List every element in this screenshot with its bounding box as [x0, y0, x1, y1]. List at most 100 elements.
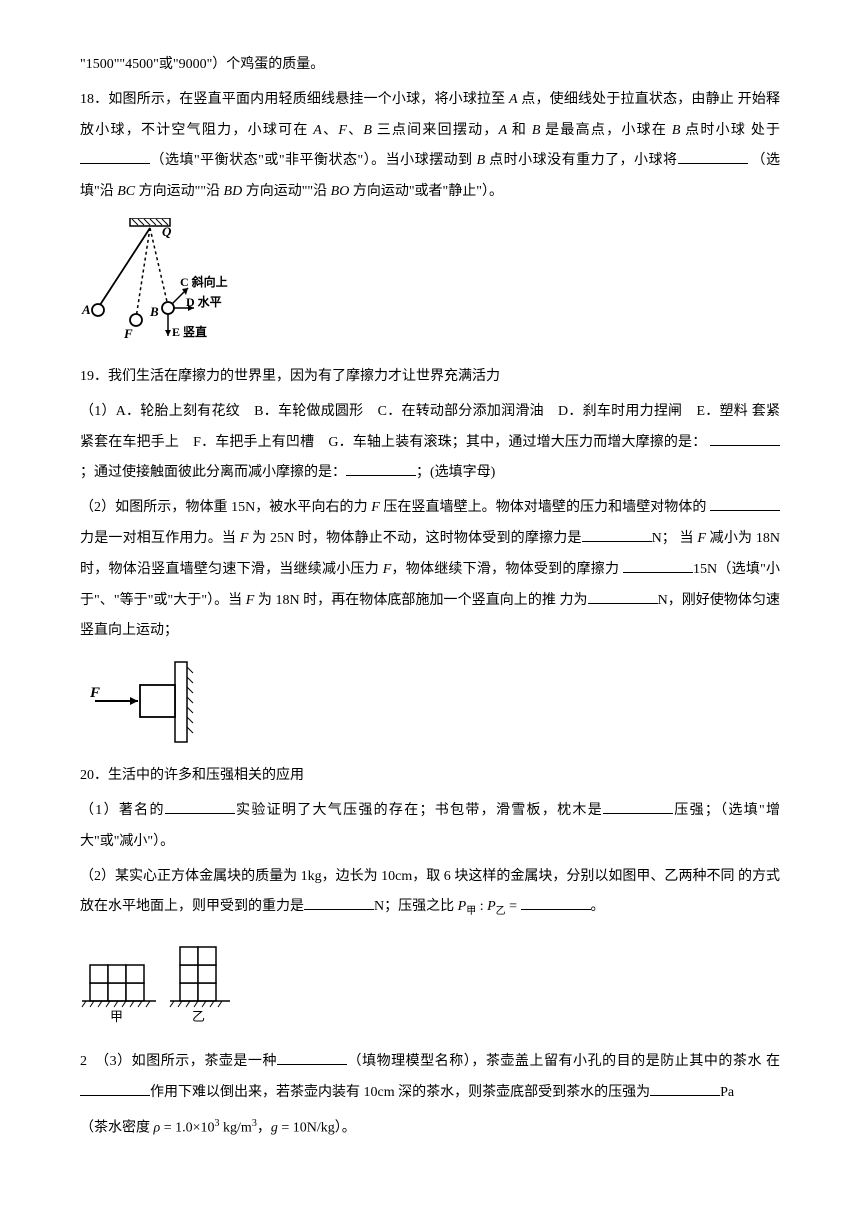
q18-l4c: 方向运动""沿: [242, 184, 330, 199]
q19-p1: （1）A．轮胎上刻有花纹 B．车轮做成圆形 C．在转动部分添加润滑油 D．刹车时…: [80, 397, 780, 489]
q20-num: 20．: [80, 768, 108, 783]
q20-p3e: Pa: [720, 1085, 734, 1100]
var-Pjia: P: [458, 899, 467, 914]
var-A: A: [509, 92, 518, 107]
q19-p2j: 为 18N 时，再在物体底部施加一个竖直向上的推: [254, 593, 556, 608]
q20-p1d: 大"或"减小"）。: [80, 834, 174, 849]
comma: ，: [257, 1120, 271, 1135]
q20-p3a: 如图所示，茶壶是一种: [132, 1054, 277, 1069]
q20-p1b: 实验证明了大气压强的存在；书包带，滑雪板，枕木是: [235, 803, 603, 818]
q20-p3num: 2 （3）: [80, 1054, 132, 1069]
sub-jia: 甲: [466, 906, 476, 917]
q18-body: 18．如图所示，在竖直平面内用轻质细线悬挂一个小球，将小球拉至 A 点，使细线处…: [80, 85, 780, 208]
q18-l2c: 、: [347, 123, 363, 138]
blank-1: [80, 150, 150, 164]
q17-tail-text: "1500""4500"或"9000"）个鸡蛋的质量。: [80, 57, 324, 72]
var-B4: B: [477, 153, 486, 168]
var-A3: A: [499, 123, 508, 138]
q18-l2f: 是最高点，小球在: [540, 123, 671, 138]
var-A2: A: [313, 123, 322, 138]
q17-tail: "1500""4500"或"9000"）个鸡蛋的质量。: [80, 50, 780, 81]
q20-p2c: N；压强之比: [374, 899, 458, 914]
q18-num: 18．: [80, 92, 108, 107]
q20-p3: 2 （3）如图所示，茶壶是一种 （填物理模型名称），茶壶盖上留有小孔的目的是防止其…: [80, 1047, 780, 1109]
blank-11: [304, 896, 374, 910]
label-E: E 竖直: [172, 324, 207, 339]
q20-p1a: （1）著名的: [80, 803, 165, 818]
fig-yi: 乙: [192, 1009, 205, 1024]
q18-l1b: 点，使细线处于拉直状态，由静止: [518, 92, 734, 107]
gval: = 10N/kg）。: [278, 1120, 356, 1135]
label-D: D 水平: [186, 294, 222, 309]
q19-p2b: 压在竖直墙壁上。物体对墙壁的压力和墙壁对物体的: [380, 500, 707, 515]
q19-p2e: N；: [652, 531, 676, 546]
label-F: F: [123, 326, 133, 341]
var-F3: F: [697, 531, 706, 546]
label-B: B: [149, 304, 159, 319]
q18-l1: 如图所示，在竖直平面内用轻质细线悬挂一个小球，将小球拉至: [108, 92, 509, 107]
q20-p1: （1）著名的 实验证明了大气压强的存在；书包带，滑雪板，枕木是 压强；（选填"增 大…: [80, 796, 780, 858]
q19-num: 19．: [80, 369, 108, 384]
var-BO: BO: [331, 184, 350, 199]
blank-3: [710, 432, 780, 446]
q18-l3c: 点时小球没有重力了，小球将: [485, 153, 677, 168]
blank-12: [521, 896, 591, 910]
q20-p3b: （填物理模型名称），茶壶盖上留有小孔的目的是防止其中的茶水: [347, 1054, 762, 1069]
blank-14: [80, 1082, 150, 1096]
var-Pyi: P: [487, 899, 496, 914]
fig-F-label: F: [89, 685, 100, 701]
q20-p3d: 作用下难以倒出来，若茶壶内装有 10cm 深的茶水，则茶壶底部受到茶水的压强为: [150, 1085, 650, 1100]
q19-p2: （2）如图所示，物体重 15N，被水平向右的力 F 压在竖直墙壁上。物体对墙壁的…: [80, 493, 780, 647]
blank-2: [678, 150, 748, 164]
blank-10: [603, 800, 673, 814]
q19-p2d: 为 25N 时，物体静止不动，这时物体受到的摩擦力是: [248, 531, 581, 546]
var-B: B: [363, 123, 372, 138]
eq: =: [506, 899, 521, 914]
blank-13: [277, 1051, 347, 1065]
blank-5: [710, 497, 780, 511]
q20-p2: （2）某实心正方体金属块的质量为 1kg，边长为 10cm，取 6 块这样的金属…: [80, 862, 780, 924]
q20-figure: 甲 乙: [80, 933, 780, 1033]
q19-head: 19．我们生活在摩擦力的世界里，因为有了摩擦力才让世界充满活力: [80, 362, 780, 393]
q18-l2g: 点时小球: [680, 123, 746, 138]
var-F4: F: [383, 562, 392, 577]
q18-l4b: 方向运动""沿: [135, 184, 223, 199]
q19-p2h: ，物体继续下滑，物体受到的摩擦力: [391, 562, 619, 577]
q18-l3a: 处于: [751, 123, 780, 138]
rhoval: = 1.0×10: [160, 1120, 214, 1135]
blank-7: [623, 559, 693, 573]
var-BC: BC: [117, 184, 135, 199]
label-Q: Q: [162, 224, 172, 239]
q18-l2d: 三点间来回摆动，: [372, 123, 499, 138]
q18-figure: Q A F B C 斜向上 D 水平 E 竖直: [80, 218, 780, 348]
q20-p2d: 。: [591, 899, 605, 914]
g: g: [271, 1120, 278, 1135]
q20-head: 20．生活中的许多和压强相关的应用: [80, 761, 780, 792]
sub-yi: 乙: [496, 906, 506, 917]
var-F1: F: [371, 500, 380, 515]
fig-jia: 甲: [110, 1009, 123, 1024]
q18-l2b: 、: [322, 123, 338, 138]
q19-p1c: ；通过使接触面彼此分离而减小摩擦的是：: [80, 465, 346, 480]
q20-l1: 生活中的许多和压强相关的应用: [108, 768, 304, 783]
q19-p2f: 当: [679, 531, 697, 546]
q19-figure: F: [80, 657, 780, 747]
var-BD: BD: [224, 184, 243, 199]
blank-4: [346, 462, 416, 476]
q20-p3f-t: （茶水密度: [80, 1120, 154, 1135]
rhounits: kg/m: [220, 1120, 252, 1135]
q19-p2k: 力为: [559, 593, 587, 608]
blank-6: [582, 528, 652, 542]
blank-8: [588, 590, 658, 604]
q19-p2c: 力是一对相互作用力。当: [80, 531, 240, 546]
q18-l2e: 和: [507, 123, 532, 138]
label-C: C 斜向上: [180, 274, 228, 289]
q19-p1a: （1）A．轮胎上刻有花纹 B．车轮做成圆形 C．在转动部分添加润滑油 D．刹车时…: [80, 404, 748, 419]
q19-l1: 我们生活在摩擦力的世界里，因为有了摩擦力才让世界充满活力: [108, 369, 500, 384]
q20-p3c: 在: [766, 1054, 780, 1069]
q20-p1c: 压强；（选填"增: [673, 803, 780, 818]
q19-p2a: （2）如图所示，物体重 15N，被水平向右的力: [80, 500, 371, 515]
q19-p1d: ；(选填字母): [416, 465, 495, 480]
q18-l4d: 方向运动"或者"静止"）。: [349, 184, 503, 199]
q20-p2a: （2）某实心正方体金属块的质量为 1kg，边长为 10cm，取 6 块这样的金属…: [80, 869, 734, 884]
